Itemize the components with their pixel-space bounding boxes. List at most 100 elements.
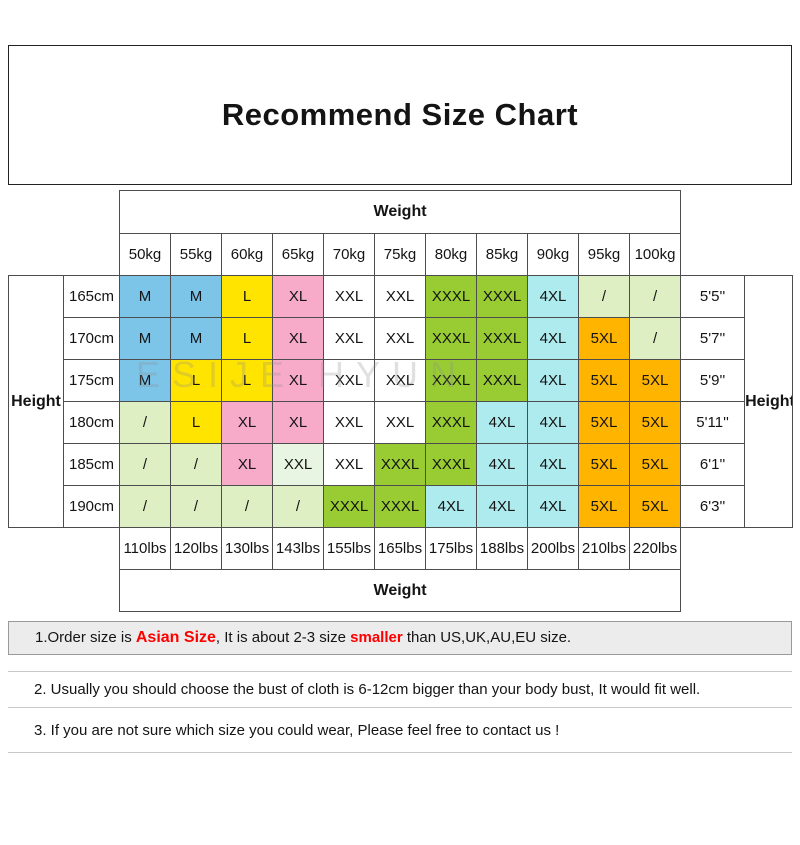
size-cell: 4XL: [527, 443, 579, 486]
size-cell: 4XL: [527, 359, 579, 402]
size-cell: 5XL: [578, 443, 630, 486]
weight-lbs-cell: 200lbs: [527, 527, 579, 570]
note-1-text: 1.Order size is: [35, 629, 136, 646]
note-1-text-3: than US,UK,AU,EU size.: [402, 629, 572, 646]
height-ft-cell: 6'1'': [680, 443, 746, 486]
size-cell: 4XL: [476, 485, 528, 528]
size-cell: L: [170, 359, 222, 402]
size-cell: M: [119, 275, 171, 318]
size-cell: /: [119, 443, 171, 486]
weight-lbs-cell: 210lbs: [578, 527, 630, 570]
note-1-asian-size-highlight: Asian Size: [135, 629, 216, 646]
size-cell: M: [119, 359, 171, 402]
weight-footer-row: Weight: [9, 569, 793, 612]
weight-lbs-cell: 220lbs: [628, 527, 682, 570]
table-row: 185cm / / XL XXL XXL XXXL XXXL 4XL 4XL 5XL 5XL 6'1'': [9, 443, 793, 486]
size-cell: 5XL: [628, 401, 682, 444]
size-cell: XXXL: [374, 443, 426, 486]
size-chart: Weight 50kg 55kg 60kg 65kg 70kg 75kg 80kg 85kg 90…: [8, 190, 794, 612]
height-ft-cell: 5'11'': [680, 401, 746, 444]
table-row: 170cm M M L XL XXL XXL XXXL XXXL 4XL 5XL/5'7'': [9, 317, 793, 360]
table-row: 180cm / L XL XL XXL XXL XXXL 4XL 4XL 5XL 5XL 5'11'': [9, 401, 793, 444]
size-cell: /: [170, 485, 222, 528]
corner-bottom-right: [680, 527, 793, 612]
size-cell: XXXL: [476, 275, 528, 318]
size-table-body: Weight 50kg 55kg 60kg 65kg 70kg 75kg 80kg 85kg 90…: [8, 190, 794, 612]
table-row: 190cm / / / / XXXL XXXL 4XL 4XL 4XL 5XL 5XL 6'3'': [9, 485, 793, 528]
size-cell: XXL: [323, 275, 375, 318]
height-ft-cell: 5'5'': [680, 275, 746, 318]
note-1-text-2: , It is about 2-3 size: [215, 629, 351, 646]
height-cm-cell: 185cm: [63, 443, 120, 486]
size-cell: 5XL: [628, 443, 682, 486]
size-cell: XXXL: [425, 443, 477, 486]
size-cell: L: [221, 275, 273, 318]
size-cell: XXXL: [425, 359, 477, 402]
size-cell: XXL: [272, 443, 324, 486]
size-chart-table: Weight 50kg 55kg 60kg 65kg 70kg 75kg 80kg 85kg 90…: [8, 190, 794, 612]
size-cell: XXXL: [425, 317, 477, 360]
height-right-label: Height: [744, 275, 794, 528]
title-box: Recommend Size Chart: [8, 45, 792, 185]
table-row: 175cm M L L XL XXL XXL XXXL XXXL 4XL 5XL 5XL 5'9'': [9, 359, 793, 402]
size-cell: 5XL: [578, 485, 630, 528]
weight-kg-cell: 75kg: [374, 233, 426, 276]
weight-lbs-cell: 110lbs: [119, 527, 171, 570]
size-cell: 4XL: [527, 485, 579, 528]
size-cell: 5XL: [578, 317, 630, 360]
size-cell: /: [628, 275, 682, 318]
height-cm-cell: 180cm: [63, 401, 120, 444]
note-1-smaller-highlight: smaller: [350, 629, 403, 646]
size-cell: /: [170, 443, 222, 486]
weight-kg-cell: 70kg: [323, 233, 375, 276]
size-cell: XXL: [323, 317, 375, 360]
corner-bottom-left: [8, 527, 120, 612]
size-cell: 4XL: [425, 485, 477, 528]
weight-lbs-cell: 175lbs: [425, 527, 477, 570]
weight-kg-row: 50kg 55kg 60kg 65kg 70kg 75kg 80kg 85kg 90kg 95kg…: [9, 233, 793, 276]
weight-lbs-cell: 130lbs: [221, 527, 273, 570]
weight-kg-cell: 50kg: [119, 233, 171, 276]
weight-lbs-cell: 155lbs: [323, 527, 375, 570]
size-cell: 4XL: [527, 317, 579, 360]
note-asian-size: 1.Order size is Asian Size, It is about …: [8, 621, 792, 655]
note-bust-advice: 2. Usually you should choose the bust of…: [8, 671, 792, 708]
size-cell: M: [170, 317, 222, 360]
size-cell: /: [272, 485, 324, 528]
size-cell: /: [221, 485, 273, 528]
weight-kg-cell: 55kg: [170, 233, 222, 276]
size-cell: XL: [272, 401, 324, 444]
size-cell: XXL: [374, 359, 426, 402]
table-row: Height 165cm M M L XL XXL XXL XXXL XXXL 4XL //5'5''…: [8, 275, 794, 528]
size-cell: L: [221, 317, 273, 360]
size-cell: 4XL: [476, 443, 528, 486]
size-cell: M: [119, 317, 171, 360]
size-cell: XXXL: [476, 359, 528, 402]
weight-lbs-cell: 120lbs: [170, 527, 222, 570]
size-cell: /: [578, 275, 630, 318]
size-cell: XXXL: [476, 317, 528, 360]
weight-top-label: Weight: [118, 190, 682, 234]
weight-kg-cell: 85kg: [476, 233, 528, 276]
size-cell: XL: [272, 275, 324, 318]
size-cell: XXL: [374, 275, 426, 318]
weight-kg-cell: 90kg: [527, 233, 579, 276]
size-cell: /: [119, 401, 171, 444]
size-cell: L: [170, 401, 222, 444]
size-cell: 5XL: [578, 401, 630, 444]
corner-top-left: [8, 190, 120, 276]
size-cell: /: [628, 317, 682, 360]
size-cell: XXL: [374, 401, 426, 444]
weight-kg-cell: 95kg: [578, 233, 630, 276]
size-cell: XXL: [323, 401, 375, 444]
weight-kg-cell: 100kg: [628, 233, 682, 276]
height-ft-cell: 5'7'': [680, 317, 746, 360]
size-cell: XXXL: [425, 401, 477, 444]
weight-kg-cell: 65kg: [272, 233, 324, 276]
size-cell: 5XL: [628, 485, 682, 528]
size-cell: XL: [221, 401, 273, 444]
weight-kg-cell: 80kg: [425, 233, 477, 276]
size-cell: XXXL: [323, 485, 375, 528]
corner-top-right: [680, 190, 793, 276]
size-cell: XXL: [374, 317, 426, 360]
